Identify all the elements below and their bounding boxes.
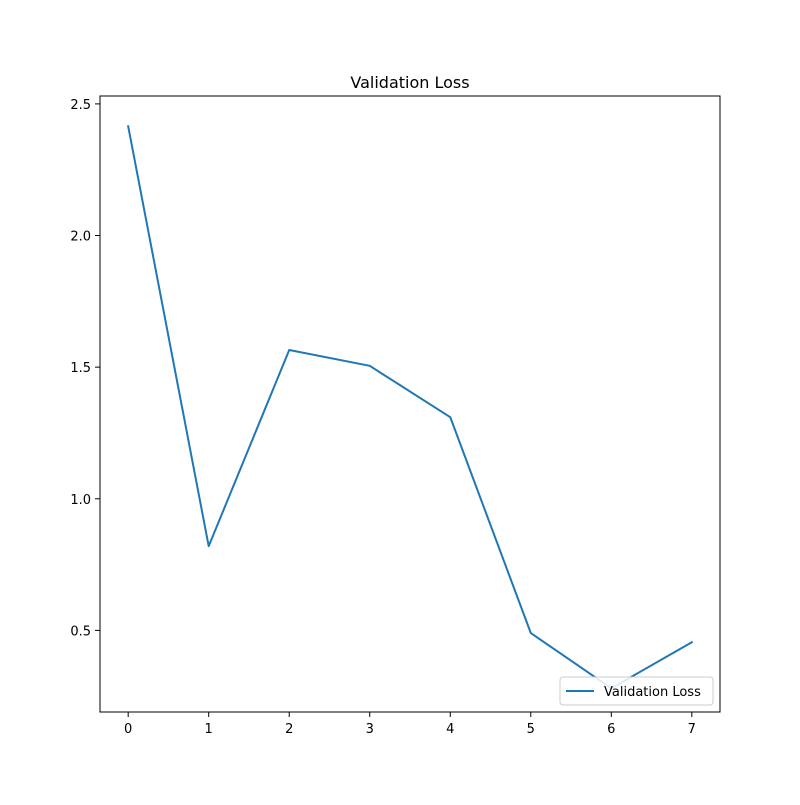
x-tick-label: 2 bbox=[285, 722, 293, 737]
legend-box bbox=[559, 676, 714, 706]
y-tick-label: 0.5 bbox=[70, 624, 91, 639]
axes: 0 1 2 3 4 5 6 7 0.5 1.0 1.5 2.0 2.5 bbox=[70, 95, 721, 737]
y-tick-label: 2.0 bbox=[70, 230, 91, 245]
x-tick-label: 4 bbox=[446, 722, 454, 737]
x-tick-label: 7 bbox=[688, 722, 696, 737]
y-tick-label: 1.0 bbox=[70, 493, 91, 508]
x-tick-label: 5 bbox=[527, 722, 535, 737]
y-tick-label: 2.5 bbox=[70, 98, 91, 113]
x-tick-label: 0 bbox=[124, 722, 132, 737]
y-tick-label: 1.5 bbox=[70, 361, 91, 376]
x-tick-label: 6 bbox=[607, 722, 615, 737]
axes-frame bbox=[99, 95, 721, 713]
x-tick-label: 3 bbox=[366, 722, 374, 737]
legend-label-0: Validation Loss bbox=[604, 685, 701, 700]
x-tick-label: 1 bbox=[205, 722, 213, 737]
legend: Validation Loss bbox=[559, 676, 714, 706]
chart-title: Validation Loss bbox=[350, 73, 469, 92]
